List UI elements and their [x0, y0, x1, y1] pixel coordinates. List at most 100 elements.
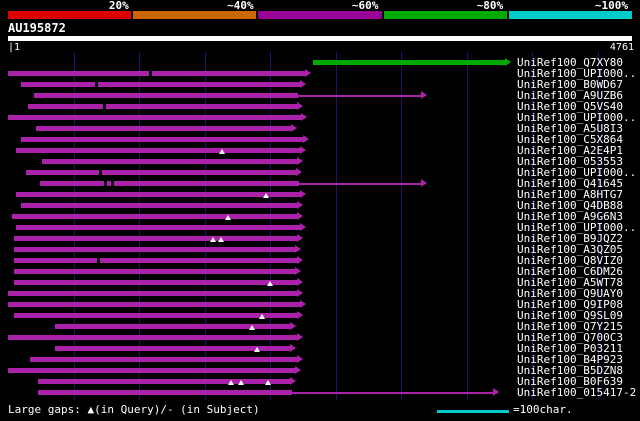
hit-label[interactable]: UniRef100_P03211: [517, 342, 623, 355]
hit-label[interactable]: UniRef100_B0F639: [517, 375, 623, 388]
arrowhead-icon: [492, 388, 499, 396]
query-gap-triangle-icon: [265, 380, 272, 385]
hit-row: UniRef100_A5WT78: [0, 277, 640, 288]
query-gap-triangle-icon: [263, 193, 270, 198]
hit-bar[interactable]: [34, 93, 299, 98]
hit-label[interactable]: UniRef100_Q4DB88: [517, 199, 623, 212]
hit-bar[interactable]: [21, 203, 297, 208]
hit-bar[interactable]: [8, 291, 297, 296]
gridline: [466, 52, 468, 400]
hit-label[interactable]: UniRef100_Q7Y215: [517, 320, 623, 333]
hit-label[interactable]: UniRef100_Q7XY80: [517, 56, 623, 69]
arrowhead-icon: [297, 278, 303, 286]
hit-label[interactable]: UniRef100_Q9IP08: [517, 298, 623, 311]
hit-bar[interactable]: [13, 236, 297, 241]
hit-bar[interactable]: [8, 368, 295, 373]
hit-label[interactable]: UniRef100_Q700C3: [517, 331, 623, 344]
hit-bar[interactable]: [13, 247, 295, 252]
hit-row: UniRef100_Q9IP08: [0, 299, 640, 310]
scale-label: 20%: [108, 0, 129, 12]
hit-bar[interactable]: [8, 115, 301, 120]
query-gap-triangle-icon: [238, 380, 245, 385]
arrowhead-icon: [295, 366, 301, 374]
hit-bar[interactable]: [38, 390, 293, 395]
scale-label: ~80%: [476, 0, 504, 12]
query-gap-triangle-icon: [219, 149, 226, 154]
hit-label[interactable]: UniRef100_UPI000..: [517, 221, 637, 234]
hit-label[interactable]: UniRef100_B5DZN8: [517, 364, 623, 377]
hit-label[interactable]: UniRef100_A9UZB6: [517, 89, 623, 102]
hit-row: UniRef100_B0F639: [0, 376, 640, 387]
query-gap-triangle-icon: [210, 237, 217, 242]
hit-bar[interactable]: [8, 71, 305, 76]
hit-bar[interactable]: [15, 192, 301, 197]
hit-bar[interactable]: [36, 126, 292, 131]
hit-label[interactable]: UniRef100_B4P923: [517, 353, 623, 366]
scale-segment: [8, 11, 132, 19]
hit-bar[interactable]: [42, 159, 297, 164]
hit-bar[interactable]: [28, 104, 297, 109]
hit-row: UniRef100_UPI000..: [0, 167, 640, 178]
hit-bar[interactable]: [55, 324, 290, 329]
hit-row: UniRef100_A9G6N3: [0, 211, 640, 222]
hit-label[interactable]: UniRef100_A3QZ05: [517, 243, 623, 256]
hit-bar[interactable]: [21, 82, 301, 87]
hit-row: UniRef100_Q9SL09: [0, 310, 640, 321]
hit-bar[interactable]: [13, 269, 295, 274]
hit-bar[interactable]: [30, 357, 297, 362]
arrowhead-icon: [295, 168, 302, 176]
hit-bar[interactable]: [26, 170, 296, 175]
arrowhead-icon: [295, 245, 301, 253]
hit-label[interactable]: UniRef100_Q9UAY0: [517, 287, 623, 300]
hit-label[interactable]: UniRef100_C5X864: [517, 133, 623, 146]
hit-bar[interactable]: [55, 346, 290, 351]
hit-label[interactable]: UniRef100_A5WT78: [517, 276, 623, 289]
hit-bar[interactable]: [13, 313, 297, 318]
arrowhead-icon: [504, 58, 511, 66]
hit-bar[interactable]: [313, 60, 505, 65]
hit-row: UniRef100_A5U8I3: [0, 123, 640, 134]
hit-label[interactable]: UniRef100_015417-2: [517, 386, 637, 399]
hit-label[interactable]: UniRef100_Q41645: [517, 177, 623, 190]
arrowhead-icon: [297, 333, 303, 341]
hit-label[interactable]: UniRef100_Q9SL09: [517, 309, 623, 322]
hit-bar[interactable]: [13, 258, 297, 263]
hit-label[interactable]: UniRef100_B0WD67: [517, 78, 623, 91]
scale-segment: [383, 11, 507, 19]
hit-bar[interactable]: [13, 280, 297, 285]
hit-bar[interactable]: [8, 335, 297, 340]
hit-row: UniRef100_Q4DB88: [0, 200, 640, 211]
hit-label[interactable]: UniRef100_UPI000..: [517, 166, 637, 179]
gridline: [597, 52, 599, 400]
arrowhead-icon: [297, 289, 303, 297]
hit-row: UniRef100_C6DM26: [0, 266, 640, 277]
hit-label[interactable]: UniRef100_A5U8I3: [517, 122, 623, 135]
hit-row: UniRef100_Q41645: [0, 178, 640, 189]
hit-label[interactable]: UniRef100_UPI000..: [517, 67, 637, 80]
hit-label[interactable]: UniRef100_C6DM26: [517, 265, 623, 278]
arrowhead-icon: [291, 124, 298, 132]
hit-bar[interactable]: [15, 148, 301, 153]
hit-bar[interactable]: [11, 214, 297, 219]
ruler-start-label: |1: [8, 42, 21, 53]
arrowhead-icon: [300, 146, 307, 154]
query-ruler: [8, 36, 632, 41]
hit-label[interactable]: UniRef100_053553: [517, 155, 623, 168]
hit-bar[interactable]: [8, 302, 301, 307]
hit-label[interactable]: UniRef100_Q8VIZ0: [517, 254, 623, 267]
hit-label[interactable]: UniRef100_A2E4P1: [517, 144, 623, 157]
hit-bar[interactable]: [40, 181, 299, 186]
hit-row: UniRef100_Q9UAY0: [0, 288, 640, 299]
hit-label[interactable]: UniRef100_UPI000..: [517, 111, 637, 124]
hit-bar[interactable]: [15, 225, 301, 230]
hit-label[interactable]: UniRef100_B9JQZ2: [517, 232, 623, 245]
hit-extension-line: [299, 183, 421, 185]
hit-label[interactable]: UniRef100_Q5VS40: [517, 100, 623, 113]
scale-label: ~40%: [227, 0, 254, 12]
hit-label[interactable]: UniRef100_A9G6N3: [517, 210, 623, 223]
subject-gap-dash: [102, 104, 106, 109]
hit-label[interactable]: UniRef100_A8HTG7: [517, 188, 623, 201]
hit-bar[interactable]: [38, 379, 290, 384]
hit-bar[interactable]: [21, 137, 303, 142]
